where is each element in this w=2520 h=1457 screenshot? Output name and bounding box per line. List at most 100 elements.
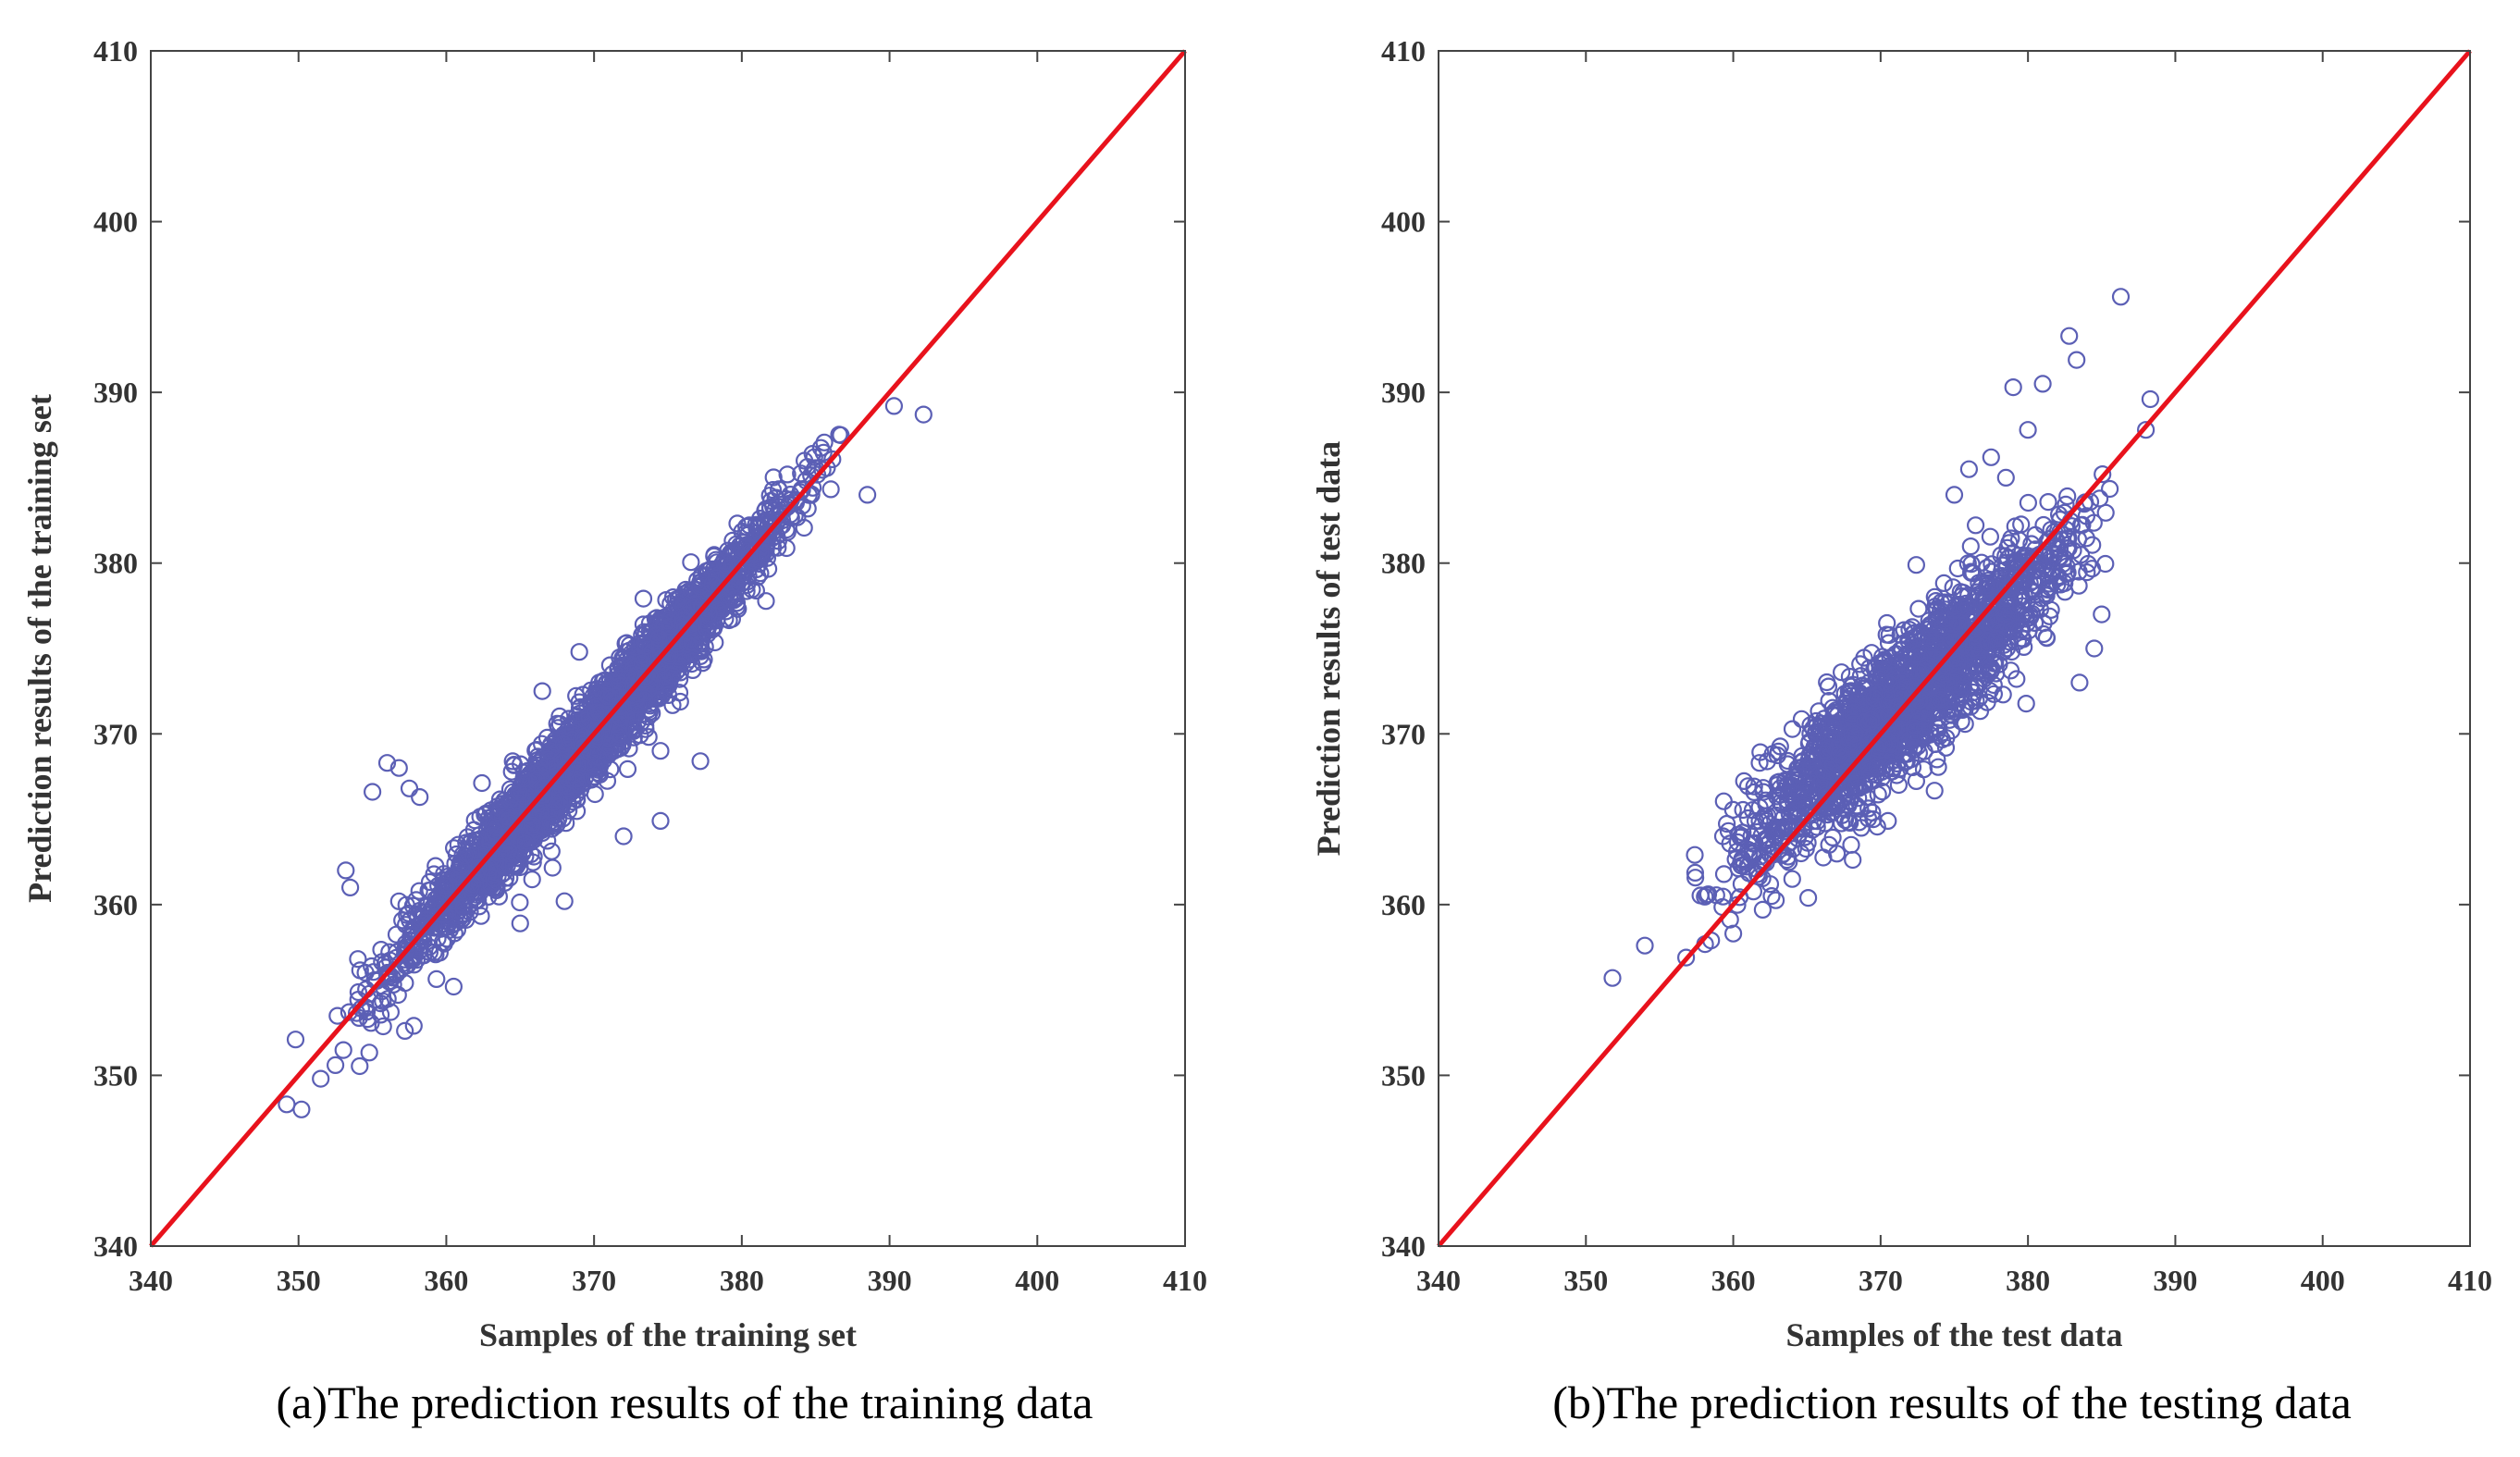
data-point (659, 685, 678, 705)
data-point (2084, 513, 2103, 532)
caption-a: (a)The prediction results of the trainin… (276, 1377, 1093, 1428)
data-point (1745, 777, 1763, 796)
x-ticks-a: 340 350 360 370 380 390 400 410 (129, 51, 1207, 1297)
x-tick-label: 390 (868, 1264, 912, 1297)
data-point (1964, 563, 1983, 583)
data-point (2057, 557, 2076, 576)
data-point (682, 553, 700, 572)
data-point (427, 969, 446, 989)
data-point (438, 930, 456, 948)
scatter-points-a (278, 397, 933, 1118)
data-point (1917, 644, 1936, 662)
data-point (740, 548, 759, 567)
data-point (815, 433, 834, 451)
data-point (560, 710, 578, 728)
data-point (727, 594, 747, 612)
data-point (1751, 743, 1770, 761)
data-point (1854, 744, 1873, 762)
data-point-outlier (2060, 327, 2079, 345)
data-point (769, 538, 787, 557)
data-point (832, 426, 850, 444)
data-point (1832, 663, 1851, 682)
data-point (1951, 583, 1970, 601)
data-point (2078, 562, 2096, 582)
data-point (1762, 886, 1781, 906)
data-point (2058, 487, 2077, 506)
data-point (2083, 536, 2102, 554)
data-point-outlier (377, 754, 397, 772)
data-point (1951, 616, 1970, 635)
data-point (631, 726, 649, 745)
data-point (1707, 886, 1725, 905)
data-point (503, 752, 522, 771)
data-point (374, 1017, 392, 1036)
data-point (484, 870, 503, 888)
data-point (404, 920, 423, 938)
data-point (772, 511, 792, 530)
y-tick-label: 390 (93, 376, 138, 409)
data-point (542, 803, 561, 821)
data-point (1750, 811, 1769, 831)
data-point (1803, 749, 1822, 768)
data-point (733, 567, 751, 587)
data-point-outlier (884, 397, 904, 415)
data-point (1880, 625, 1898, 645)
data-point (1879, 718, 1898, 736)
data-point (1927, 591, 1946, 611)
data-point (756, 501, 774, 520)
data-point (1868, 683, 1887, 701)
data-point (636, 636, 655, 656)
data-point (756, 512, 775, 531)
data-point (1767, 806, 1785, 825)
data-point (479, 887, 498, 907)
data-point (791, 483, 809, 501)
data-point-outlier (1636, 936, 1654, 955)
reference-line-a (149, 49, 1187, 1248)
data-point (1925, 782, 1944, 800)
y-tick-label: 410 (93, 34, 138, 68)
data-point (2017, 606, 2036, 624)
data-point (639, 728, 658, 747)
data-point-outlier (2004, 378, 2022, 397)
data-point (1714, 792, 1733, 810)
data-point (1859, 759, 1879, 779)
data-point-outlier (341, 878, 360, 897)
data-point (2042, 549, 2060, 567)
data-point-outlier (444, 977, 463, 996)
data-point (1962, 562, 1981, 581)
data-point (778, 465, 797, 484)
data-point (599, 687, 618, 706)
data-point (1978, 631, 1997, 650)
data-point (549, 719, 567, 737)
data-point-outlier (1753, 900, 1773, 920)
data-point (349, 950, 367, 969)
data-point (453, 893, 472, 911)
data-point (1956, 714, 1974, 734)
data-point (1997, 614, 2016, 633)
data-point-outlier (555, 892, 574, 910)
data-point (380, 943, 399, 961)
data-point (1726, 850, 1745, 869)
data-point (1827, 725, 1846, 744)
data-point (642, 643, 661, 661)
data-point (454, 898, 473, 917)
data-point (425, 943, 443, 962)
data-point (1982, 658, 2000, 676)
data-point (2037, 628, 2056, 647)
data-point (2056, 583, 2074, 601)
data-point (1997, 553, 2016, 573)
data-point (1963, 688, 1982, 707)
data-point-outlier (614, 827, 633, 846)
data-point (1941, 705, 1959, 723)
data-point (769, 532, 788, 550)
data-point (473, 773, 491, 793)
data-point-outlier (312, 1069, 330, 1088)
data-point (590, 703, 609, 722)
data-point (1980, 596, 1998, 614)
data-point (1844, 850, 1862, 870)
data-point (2071, 516, 2090, 535)
data-point (698, 566, 716, 585)
data-point (587, 723, 605, 742)
y-tick-label: 350 (93, 1058, 138, 1092)
